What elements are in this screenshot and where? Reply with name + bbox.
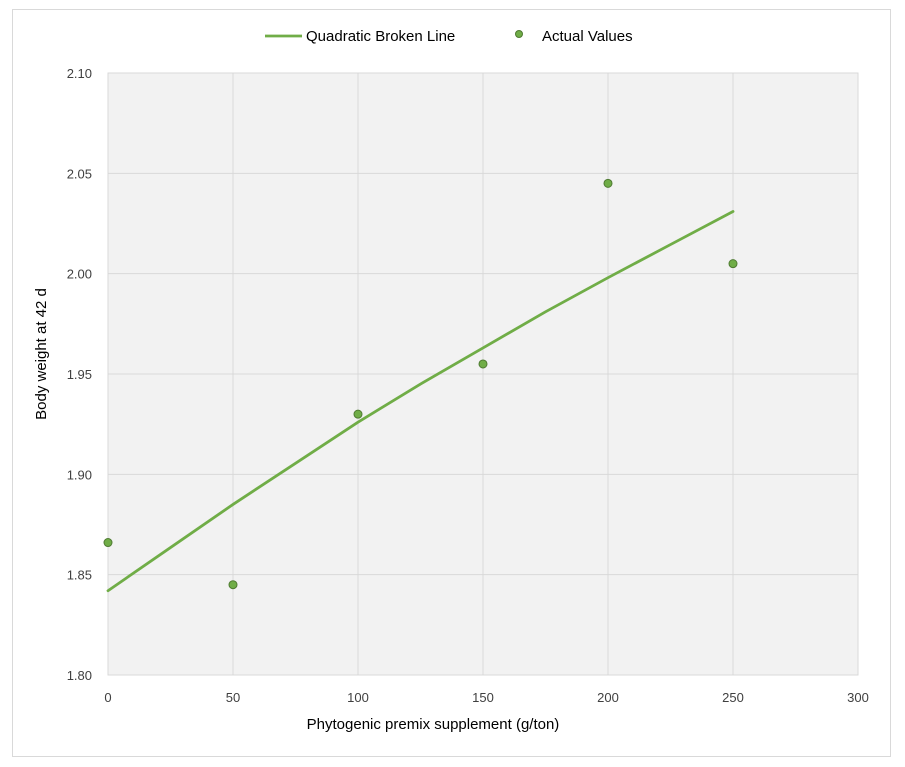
x-tick-label: 0	[104, 690, 111, 705]
x-tick-label: 50	[226, 690, 240, 705]
y-tick-label: 1.85	[67, 568, 92, 583]
y-tick-label: 1.80	[67, 668, 92, 683]
x-axis-title: Phytogenic premix supplement (g/ton)	[307, 716, 560, 733]
legend-swatch-actual-values	[515, 30, 523, 38]
x-tick-label: 100	[347, 690, 369, 705]
x-tick-label: 250	[722, 690, 744, 705]
actual-value-point	[228, 580, 238, 590]
actual-value-point	[353, 409, 363, 419]
y-tick-label: 2.10	[67, 66, 92, 81]
x-axis-ticks: 0 50 100 150 200 250 300	[104, 690, 868, 705]
y-axis-title: Body weight at 42 d	[33, 288, 50, 420]
series-layer	[103, 178, 738, 593]
actual-value-point	[478, 359, 488, 369]
legend: Quadratic Broken Line Actual Values	[265, 28, 633, 45]
quadratic-broken-line	[106, 210, 735, 593]
actual-value-point	[603, 178, 613, 188]
x-tick-label: 300	[847, 690, 869, 705]
legend-label-actual-values: Actual Values	[542, 28, 633, 45]
y-tick-label: 1.90	[67, 467, 92, 482]
legend-label-quadratic-line: Quadratic Broken Line	[306, 28, 455, 45]
actual-value-point	[103, 538, 113, 548]
actual-value-point	[728, 259, 738, 269]
y-tick-label: 1.95	[67, 367, 92, 382]
y-tick-label: 2.05	[67, 166, 92, 181]
x-tick-label: 150	[472, 690, 494, 705]
x-tick-label: 200	[597, 690, 619, 705]
y-tick-label: 2.00	[67, 267, 92, 282]
y-axis-ticks: 1.80 1.85 1.90 1.95 2.00 2.05 2.10	[67, 66, 92, 683]
gridlines	[107, 72, 859, 676]
